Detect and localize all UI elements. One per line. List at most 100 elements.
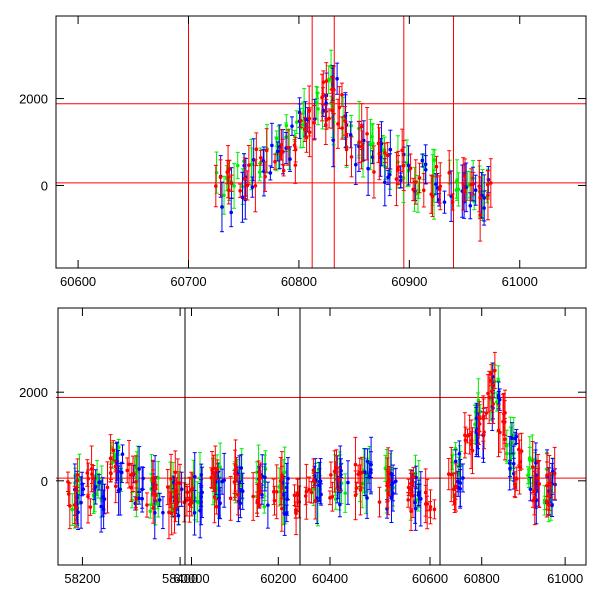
data-point	[493, 368, 497, 373]
data-point	[393, 479, 398, 483]
data-point	[329, 473, 333, 477]
data-point	[455, 178, 459, 182]
data-point	[337, 105, 342, 110]
x-tick-label: 60400	[312, 571, 348, 586]
series-red	[65, 351, 557, 540]
data-point	[134, 479, 138, 484]
data-point	[343, 491, 348, 495]
data-point	[461, 476, 465, 480]
data-point	[108, 456, 113, 461]
data-point	[302, 110, 306, 115]
data-point	[491, 402, 496, 406]
data-point	[514, 477, 519, 481]
data-point	[503, 410, 507, 415]
data-point	[150, 476, 155, 480]
data-point	[113, 484, 118, 489]
data-point	[321, 94, 325, 98]
data-point	[428, 507, 432, 512]
data-point	[340, 92, 344, 97]
data-point	[268, 171, 273, 175]
data-point	[437, 187, 442, 192]
data-point	[75, 473, 80, 477]
data-point	[258, 155, 263, 160]
data-point	[153, 493, 158, 498]
data-point	[416, 490, 421, 495]
data-point	[148, 509, 153, 514]
data-point	[389, 471, 393, 476]
data-point	[242, 163, 246, 168]
data-point	[463, 433, 467, 438]
data-point	[238, 188, 242, 193]
data-point	[274, 136, 279, 141]
data-point	[242, 176, 247, 181]
data-point	[468, 203, 473, 208]
data-point	[250, 185, 255, 189]
series-blue	[218, 62, 491, 233]
data-point	[293, 163, 298, 167]
axes-frame	[439, 307, 587, 566]
data-point	[383, 150, 387, 155]
data-point	[116, 488, 121, 493]
data-point	[418, 497, 423, 501]
data-point	[240, 489, 245, 494]
data-point	[434, 164, 439, 169]
data-point	[530, 465, 535, 469]
data-point	[434, 182, 438, 186]
data-point	[258, 476, 263, 480]
data-point	[503, 437, 507, 442]
data-point	[346, 480, 350, 485]
data-point	[68, 504, 72, 508]
data-point	[309, 490, 314, 495]
y-tick-label: 0	[41, 474, 48, 489]
data-point	[328, 496, 332, 500]
data-point	[411, 475, 416, 479]
axes-frame	[55, 15, 587, 269]
data-point	[253, 183, 258, 188]
data-point	[229, 210, 233, 215]
data-marks	[213, 49, 493, 242]
data-point	[294, 120, 299, 124]
data-point	[278, 479, 283, 483]
data-point	[296, 493, 300, 497]
data-point	[482, 196, 486, 200]
data-point	[388, 172, 392, 177]
data-point	[319, 492, 323, 497]
data-point	[293, 508, 298, 512]
data-point	[421, 188, 426, 193]
data-point	[429, 192, 434, 197]
data-point	[232, 184, 236, 188]
data-point	[330, 87, 334, 92]
data-point	[273, 159, 277, 164]
data-point	[286, 476, 290, 481]
data-point	[129, 473, 134, 477]
data-point	[222, 193, 226, 198]
data-point	[161, 510, 165, 515]
data-point	[545, 473, 549, 477]
data-point	[365, 131, 369, 136]
data-point	[332, 469, 337, 474]
data-point	[406, 498, 410, 502]
data-point	[406, 485, 411, 490]
data-point	[274, 489, 279, 494]
data-point	[327, 116, 331, 121]
data-point	[463, 438, 468, 443]
data-point	[359, 144, 364, 149]
data-point	[496, 396, 501, 400]
data-point	[463, 188, 467, 193]
data-point	[469, 442, 473, 447]
data-point	[406, 163, 411, 168]
data-point	[526, 473, 530, 478]
data-point	[119, 470, 124, 475]
data-point	[349, 123, 353, 128]
data-point	[377, 151, 382, 156]
data-point	[240, 195, 245, 200]
data-point	[367, 474, 371, 479]
data-point	[153, 486, 158, 490]
data-point	[228, 496, 233, 501]
data-point	[151, 506, 156, 510]
data-point	[217, 496, 222, 500]
data-point	[482, 430, 486, 434]
data-point	[260, 492, 264, 497]
data-point	[339, 472, 343, 477]
x-tick-label: 60600	[60, 274, 96, 289]
